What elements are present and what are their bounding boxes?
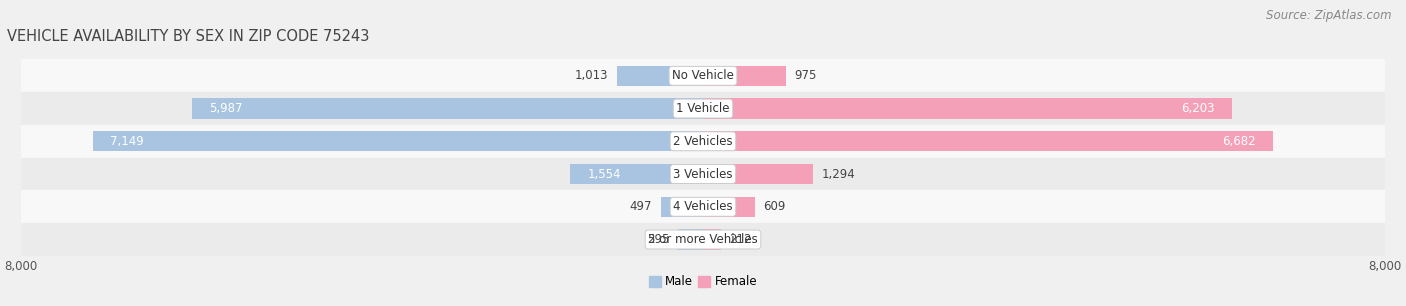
Bar	[678, 230, 703, 250]
Text: No Vehicle: No Vehicle	[672, 69, 734, 82]
Bar	[703, 99, 1232, 119]
Text: VEHICLE AVAILABILITY BY SEX IN ZIP CODE 75243: VEHICLE AVAILABILITY BY SEX IN ZIP CODE …	[7, 29, 370, 44]
Bar	[21, 223, 1385, 256]
Bar	[21, 190, 1385, 223]
Bar	[193, 99, 703, 119]
Bar	[21, 59, 1385, 92]
Text: 1,554: 1,554	[588, 168, 621, 181]
Bar	[617, 66, 703, 86]
Bar	[703, 230, 721, 250]
Bar	[703, 66, 786, 86]
Text: 497: 497	[630, 200, 652, 213]
Text: Source: ZipAtlas.com: Source: ZipAtlas.com	[1267, 9, 1392, 22]
Text: 212: 212	[730, 233, 752, 246]
Bar	[21, 92, 1385, 125]
Text: 6,203: 6,203	[1181, 102, 1215, 115]
Legend: Male, Female: Male, Female	[644, 271, 762, 293]
Text: 5 or more Vehicles: 5 or more Vehicles	[648, 233, 758, 246]
Bar	[93, 131, 703, 151]
Text: 2 Vehicles: 2 Vehicles	[673, 135, 733, 148]
Text: 5,987: 5,987	[209, 102, 243, 115]
Text: 3 Vehicles: 3 Vehicles	[673, 168, 733, 181]
Text: 1,013: 1,013	[575, 69, 607, 82]
Text: 7,149: 7,149	[111, 135, 145, 148]
Bar	[571, 164, 703, 184]
Bar	[21, 125, 1385, 158]
Bar	[703, 164, 813, 184]
Text: 1 Vehicle: 1 Vehicle	[676, 102, 730, 115]
Bar	[703, 131, 1272, 151]
Text: 4 Vehicles: 4 Vehicles	[673, 200, 733, 213]
Text: 1,294: 1,294	[823, 168, 856, 181]
Bar	[661, 197, 703, 217]
Bar	[21, 158, 1385, 190]
Text: 6,682: 6,682	[1222, 135, 1256, 148]
Text: 609: 609	[763, 200, 786, 213]
Text: 975: 975	[794, 69, 817, 82]
Text: 295: 295	[647, 233, 669, 246]
Bar	[703, 197, 755, 217]
